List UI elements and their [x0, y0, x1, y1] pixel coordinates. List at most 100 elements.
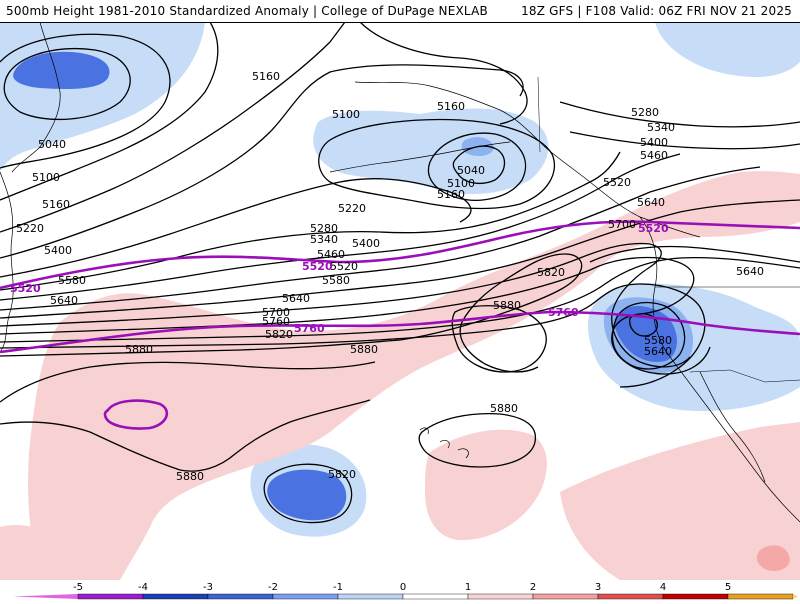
colorbar-segment — [727, 593, 794, 600]
colorbar-tick-label: 3 — [595, 582, 601, 593]
contour-5340 — [0, 151, 621, 291]
coastline-alaska — [354, 81, 701, 238]
colorbar-tick-label: -5 — [73, 582, 83, 593]
colorbar-tick-label: -4 — [138, 582, 148, 593]
coastline-baja — [699, 371, 766, 483]
colorbar-high-end — [793, 594, 798, 599]
colorbar-segment — [662, 593, 729, 600]
pos-anomaly-subtropical-east — [425, 429, 547, 541]
highlight-contour-label: 5760 — [294, 322, 325, 335]
contour-label: 5160 — [437, 188, 465, 201]
colorbar-tick-label: 4 — [660, 582, 666, 593]
contour-label: 5880 — [125, 343, 153, 356]
highlight-contour-label: 5520 — [10, 282, 41, 295]
colorbar-tick-label: 0 — [400, 582, 406, 593]
contour-label: 5280 — [631, 106, 659, 119]
contour-nw-5100 — [0, 22, 219, 201]
positive-anomaly-shading — [0, 171, 800, 580]
coastline-west-coast-na — [639, 216, 800, 523]
contour-label: 5340 — [310, 233, 338, 246]
map-canvas: 5160 5040 5100 5160 5220 5400 5580 5640 … — [0, 22, 800, 580]
contour-5460 — [0, 166, 761, 311]
title-bar: 500mb Height 1981-2010 Standardized Anom… — [0, 0, 800, 23]
contour-label: 5400 — [44, 244, 72, 257]
contour-label: 5820 — [265, 328, 293, 341]
contour-label: 5640 — [637, 196, 665, 209]
colorbar-tick-labels: -5 -4 -3 -2 -1 0 1 2 3 4 5 — [73, 582, 731, 593]
contour-label: 5100 — [332, 108, 360, 121]
coastline-asia — [0, 171, 14, 353]
border-us-mexico — [689, 369, 800, 383]
contour-label: 5220 — [338, 202, 366, 215]
colorbar-tick-label: -1 — [333, 582, 343, 593]
purple-contour-5760 — [0, 310, 800, 354]
contour-label: 5040 — [457, 164, 485, 177]
contour-label: 5880 — [490, 402, 518, 415]
colorbar-tick-label: -2 — [268, 582, 278, 593]
contour-label: 5160 — [42, 198, 70, 211]
neg-anomaly-canada — [655, 22, 800, 78]
contour-gulf-low-5160 — [318, 118, 556, 210]
contour-gulf-low-5100 — [427, 132, 527, 201]
colorbar-segment — [402, 593, 469, 600]
highlight-label-group: 5520 5520 5520 5760 5760 — [10, 222, 669, 335]
purple-contour-5520 — [0, 220, 800, 290]
contour-label: 5460 — [640, 149, 668, 162]
contour-5400 — [0, 153, 681, 301]
colorbar-low-end — [13, 594, 78, 599]
height-contours — [0, 22, 800, 524]
colorbar-segments — [13, 593, 798, 600]
colorbar-segment — [467, 593, 534, 600]
contour-5760 — [0, 283, 706, 388]
colorbar-tick-label: 1 — [465, 582, 471, 593]
contour-label: 5160 — [437, 100, 465, 113]
highlight-contours — [0, 220, 800, 430]
contour-cutoff-low-inner — [629, 313, 658, 337]
contour-5280 — [0, 178, 472, 278]
highlight-contour-label: 5520 — [302, 260, 333, 273]
contour-label: 5520 — [330, 260, 358, 273]
neg-anomaly-subtropics-core — [267, 469, 347, 521]
highlight-contour-label: 5760 — [548, 306, 579, 319]
contour-label: 5880 — [350, 343, 378, 356]
colorbar-tick-label: 2 — [530, 582, 536, 593]
pos-anomaly-west — [0, 525, 60, 580]
purple-contour-ring — [103, 399, 169, 430]
border-alaska-canada — [537, 76, 541, 153]
contour-label: 5700 — [262, 306, 290, 319]
colorbar-segment — [142, 593, 209, 600]
contour-label: 5400 — [352, 237, 380, 250]
contour-5820 — [0, 245, 800, 373]
contour-label: 5220 — [16, 222, 44, 235]
anomaly-colorbar: -5 -4 -3 -2 -1 0 1 2 3 4 5 — [0, 580, 800, 600]
pos-anomaly-southeast-spot — [756, 545, 790, 572]
colorbar-tick-label: 5 — [725, 582, 731, 593]
contour-5880-c — [451, 305, 547, 373]
contour-alaska-5160 — [359, 22, 528, 125]
contour-label: 5820 — [537, 266, 565, 279]
contour-canada-5280 — [559, 101, 800, 128]
colorbar-tick-label: -3 — [203, 582, 213, 593]
contour-label: 5580 — [322, 274, 350, 287]
contour-label: 5700 — [608, 218, 636, 231]
neg-anomaly-nw — [0, 22, 205, 172]
contour-5880-d — [418, 412, 537, 468]
pos-anomaly-central-pacific — [28, 171, 800, 580]
contour-label: 5520 — [603, 176, 631, 189]
colorbar-segment — [272, 593, 339, 600]
map-title: 500mb Height 1981-2010 Standardized Anom… — [6, 4, 488, 18]
pos-anomaly-mexico — [560, 422, 800, 580]
contour-5880-a — [0, 361, 376, 403]
contour-label: 5580 — [644, 334, 672, 347]
contour-gulf-low-inner — [452, 145, 506, 185]
contour-label: 5760 — [262, 315, 290, 328]
contour-label: 5100 — [447, 177, 475, 190]
neg-anomaly-gulf-alaska — [313, 108, 549, 195]
contour-label: 5640 — [50, 294, 78, 307]
contour-label: 5640 — [282, 292, 310, 305]
contour-label: 5580 — [58, 274, 86, 287]
contour-label: 5400 — [640, 136, 668, 149]
model-valid-time: 18Z GFS | F108 Valid: 06Z FRI NOV 21 202… — [521, 4, 792, 18]
contour-label-group: 5160 5040 5100 5160 5220 5400 5580 5640 … — [16, 70, 764, 483]
contour-label: 5820 — [328, 468, 356, 481]
